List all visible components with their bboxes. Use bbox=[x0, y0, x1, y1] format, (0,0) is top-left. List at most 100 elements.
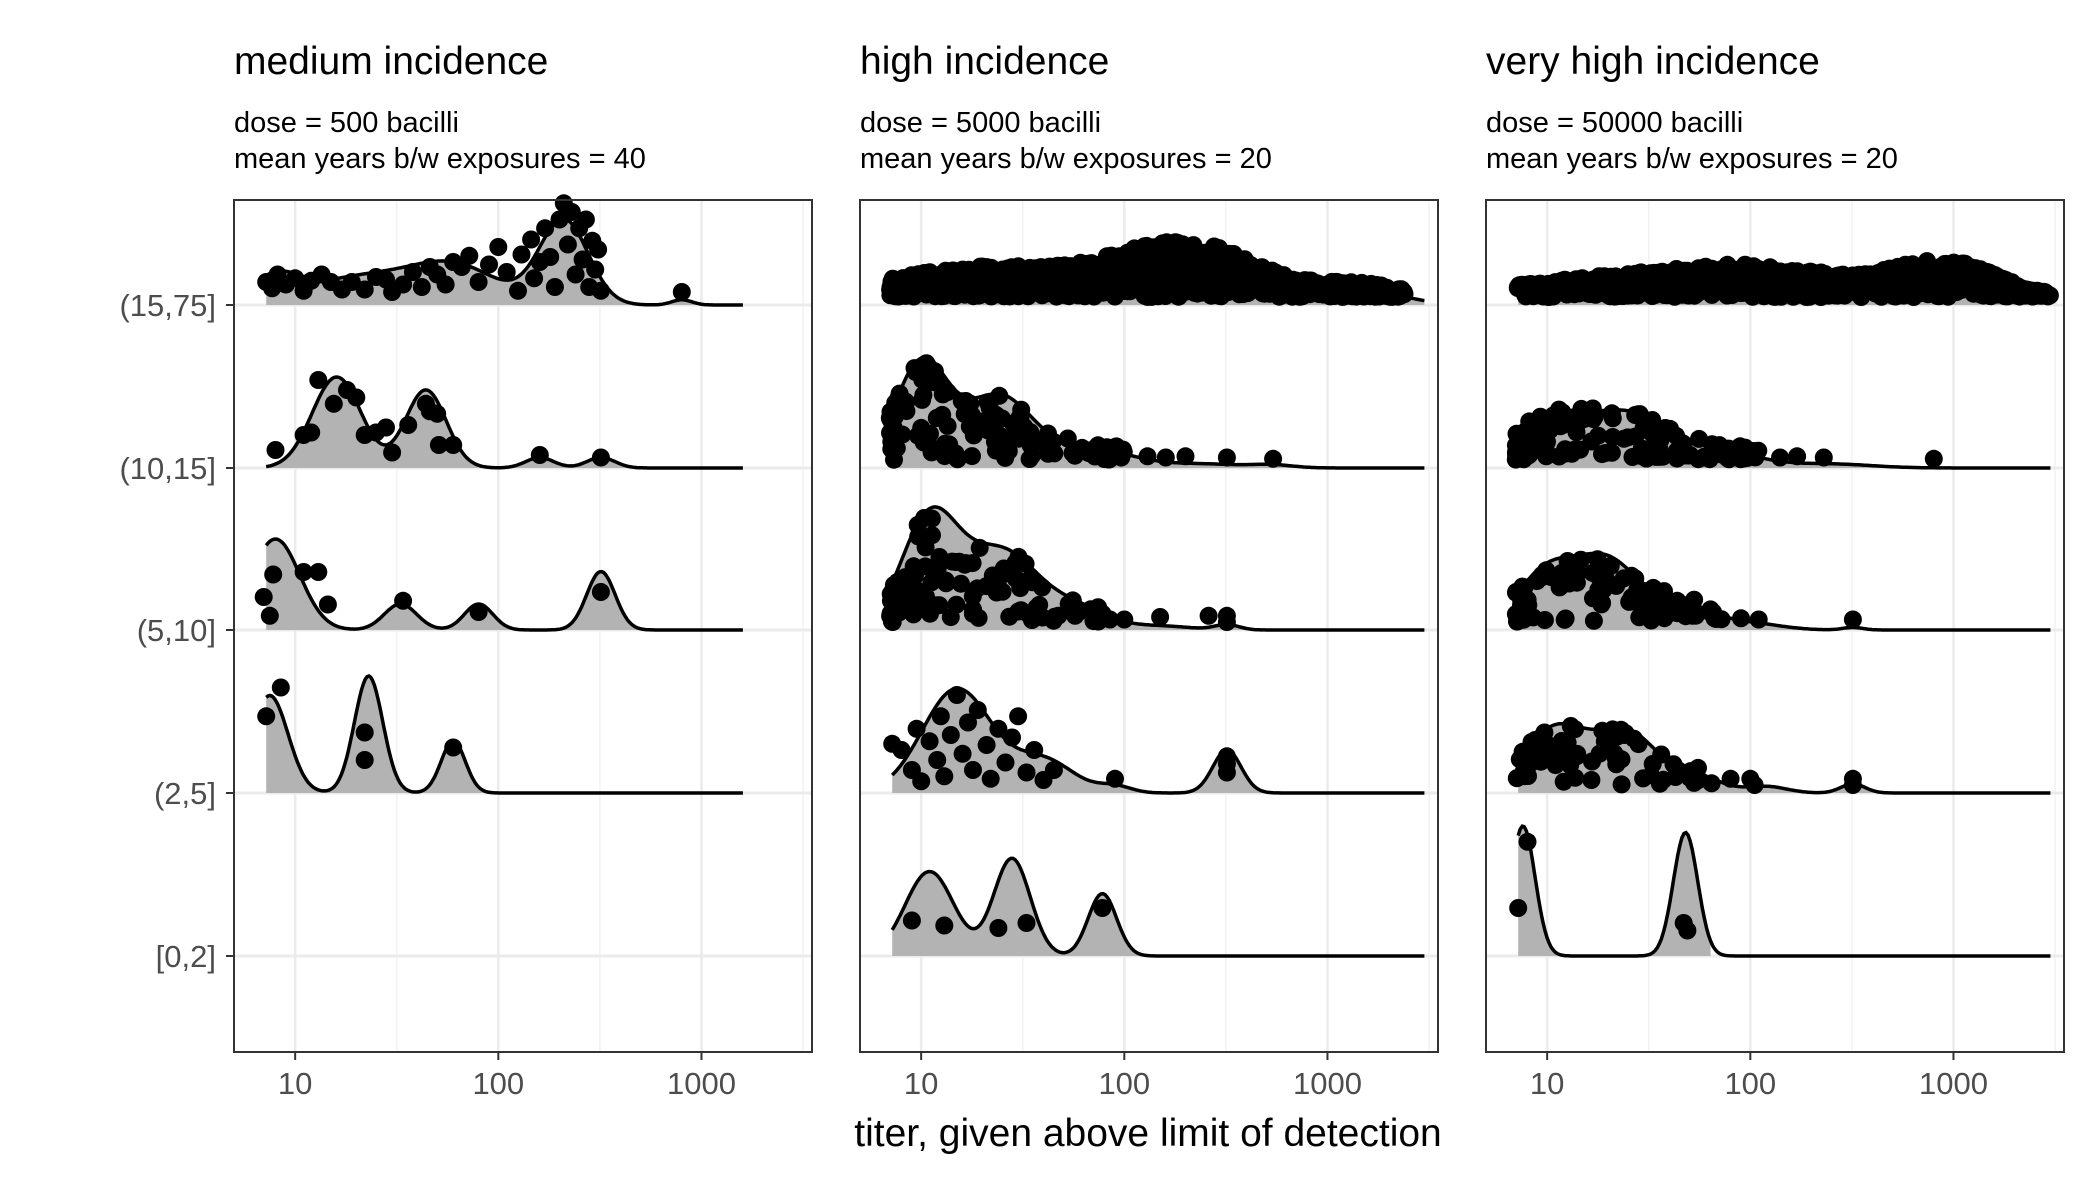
ridge-(5,10] bbox=[254, 537, 743, 632]
data-point bbox=[1127, 253, 1146, 272]
data-point bbox=[1199, 606, 1218, 625]
y-tick-label: (5,10] bbox=[137, 613, 216, 648]
density-line bbox=[265, 375, 743, 470]
data-point bbox=[892, 741, 911, 759]
data-point bbox=[1732, 609, 1750, 628]
data-point bbox=[981, 769, 1000, 788]
data-point bbox=[1241, 281, 1260, 300]
data-point bbox=[1612, 775, 1631, 794]
panel-subtitle: dose = 50000 bacilli bbox=[1486, 107, 1743, 139]
x-tick-label: 1000 bbox=[667, 1066, 736, 1101]
data-point bbox=[1074, 274, 1092, 293]
data-point bbox=[1634, 769, 1653, 788]
data-point bbox=[941, 726, 960, 744]
data-point bbox=[562, 203, 581, 221]
data-point bbox=[1017, 914, 1036, 932]
data-point bbox=[1099, 450, 1118, 469]
data-point bbox=[1686, 606, 1705, 625]
data-point bbox=[935, 767, 954, 786]
data-point bbox=[1000, 607, 1019, 626]
data-point bbox=[469, 603, 488, 621]
data-point bbox=[994, 564, 1013, 583]
data-point bbox=[260, 606, 279, 625]
data-point bbox=[935, 916, 954, 935]
data-point bbox=[1749, 610, 1768, 629]
density-line bbox=[890, 505, 1425, 632]
data-point bbox=[318, 595, 337, 614]
data-point bbox=[940, 435, 959, 454]
y-tick-label: [0,2] bbox=[156, 939, 216, 974]
data-point bbox=[1567, 423, 1586, 442]
data-point bbox=[1969, 277, 1988, 296]
data-point bbox=[1598, 571, 1616, 590]
density-line bbox=[1516, 824, 2051, 958]
data-point bbox=[1550, 400, 1568, 419]
data-point bbox=[1217, 448, 1236, 467]
data-point bbox=[429, 436, 448, 454]
data-point bbox=[931, 707, 950, 726]
data-point bbox=[436, 275, 455, 294]
data-point bbox=[254, 588, 273, 606]
data-point bbox=[963, 447, 981, 466]
x-tick-label: 1000 bbox=[1293, 1066, 1362, 1101]
data-point bbox=[936, 571, 955, 590]
data-point bbox=[933, 385, 952, 404]
data-point bbox=[1637, 449, 1656, 468]
data-point bbox=[959, 713, 977, 732]
data-point bbox=[1033, 608, 1052, 627]
data-point bbox=[355, 723, 374, 742]
data-point bbox=[1626, 427, 1645, 446]
data-point bbox=[1668, 280, 1687, 299]
ridge-(15,75] bbox=[1508, 252, 2059, 306]
data-point bbox=[1170, 279, 1189, 298]
data-point bbox=[913, 370, 932, 389]
data-point bbox=[1185, 283, 1204, 302]
data-point bbox=[996, 753, 1015, 772]
data-point bbox=[1009, 707, 1028, 726]
density-line bbox=[1517, 408, 2051, 470]
data-point bbox=[1176, 447, 1195, 466]
data-point bbox=[968, 701, 987, 719]
x-axis: 10 100 1000 bbox=[278, 1052, 736, 1101]
data-point bbox=[1671, 599, 1689, 618]
data-point bbox=[1028, 432, 1047, 451]
data-point bbox=[964, 600, 982, 619]
data-point bbox=[967, 417, 986, 436]
data-point bbox=[881, 607, 900, 625]
data-point bbox=[1781, 274, 1800, 293]
data-point bbox=[1593, 445, 1611, 464]
density-line bbox=[890, 686, 1425, 795]
x-tick-label: 100 bbox=[472, 1066, 524, 1101]
data-point bbox=[1765, 287, 1784, 306]
data-point bbox=[902, 911, 921, 930]
data-point bbox=[1128, 277, 1147, 296]
data-point bbox=[355, 751, 374, 769]
data-point bbox=[972, 269, 991, 288]
data-point bbox=[1928, 266, 1947, 285]
data-point bbox=[916, 538, 935, 557]
data-point bbox=[591, 583, 610, 601]
data-point bbox=[589, 240, 608, 259]
data-point bbox=[947, 595, 966, 614]
data-point bbox=[964, 761, 982, 779]
data-point bbox=[1515, 767, 1534, 786]
density-line bbox=[265, 674, 743, 795]
data-point bbox=[989, 919, 1008, 937]
panel-2: high incidence dose = 5000 bacilli mean ye… bbox=[859, 40, 1439, 1101]
data-point bbox=[1044, 761, 1063, 779]
data-point bbox=[1623, 448, 1642, 466]
data-point bbox=[1560, 741, 1579, 760]
data-point bbox=[509, 281, 527, 300]
density-line bbox=[1517, 261, 2051, 303]
panel-subtitle: mean years b/w exposures = 40 bbox=[234, 143, 646, 175]
data-point bbox=[566, 265, 585, 284]
data-point bbox=[1583, 563, 1602, 582]
data-point bbox=[1843, 610, 1862, 629]
data-point bbox=[982, 412, 1001, 431]
panel-title: high incidence bbox=[860, 40, 1109, 83]
data-point bbox=[921, 424, 939, 443]
data-point bbox=[497, 263, 516, 281]
x-axis: 10 100 1000 bbox=[904, 1052, 1362, 1101]
ridge-(15,75] bbox=[881, 233, 1425, 306]
